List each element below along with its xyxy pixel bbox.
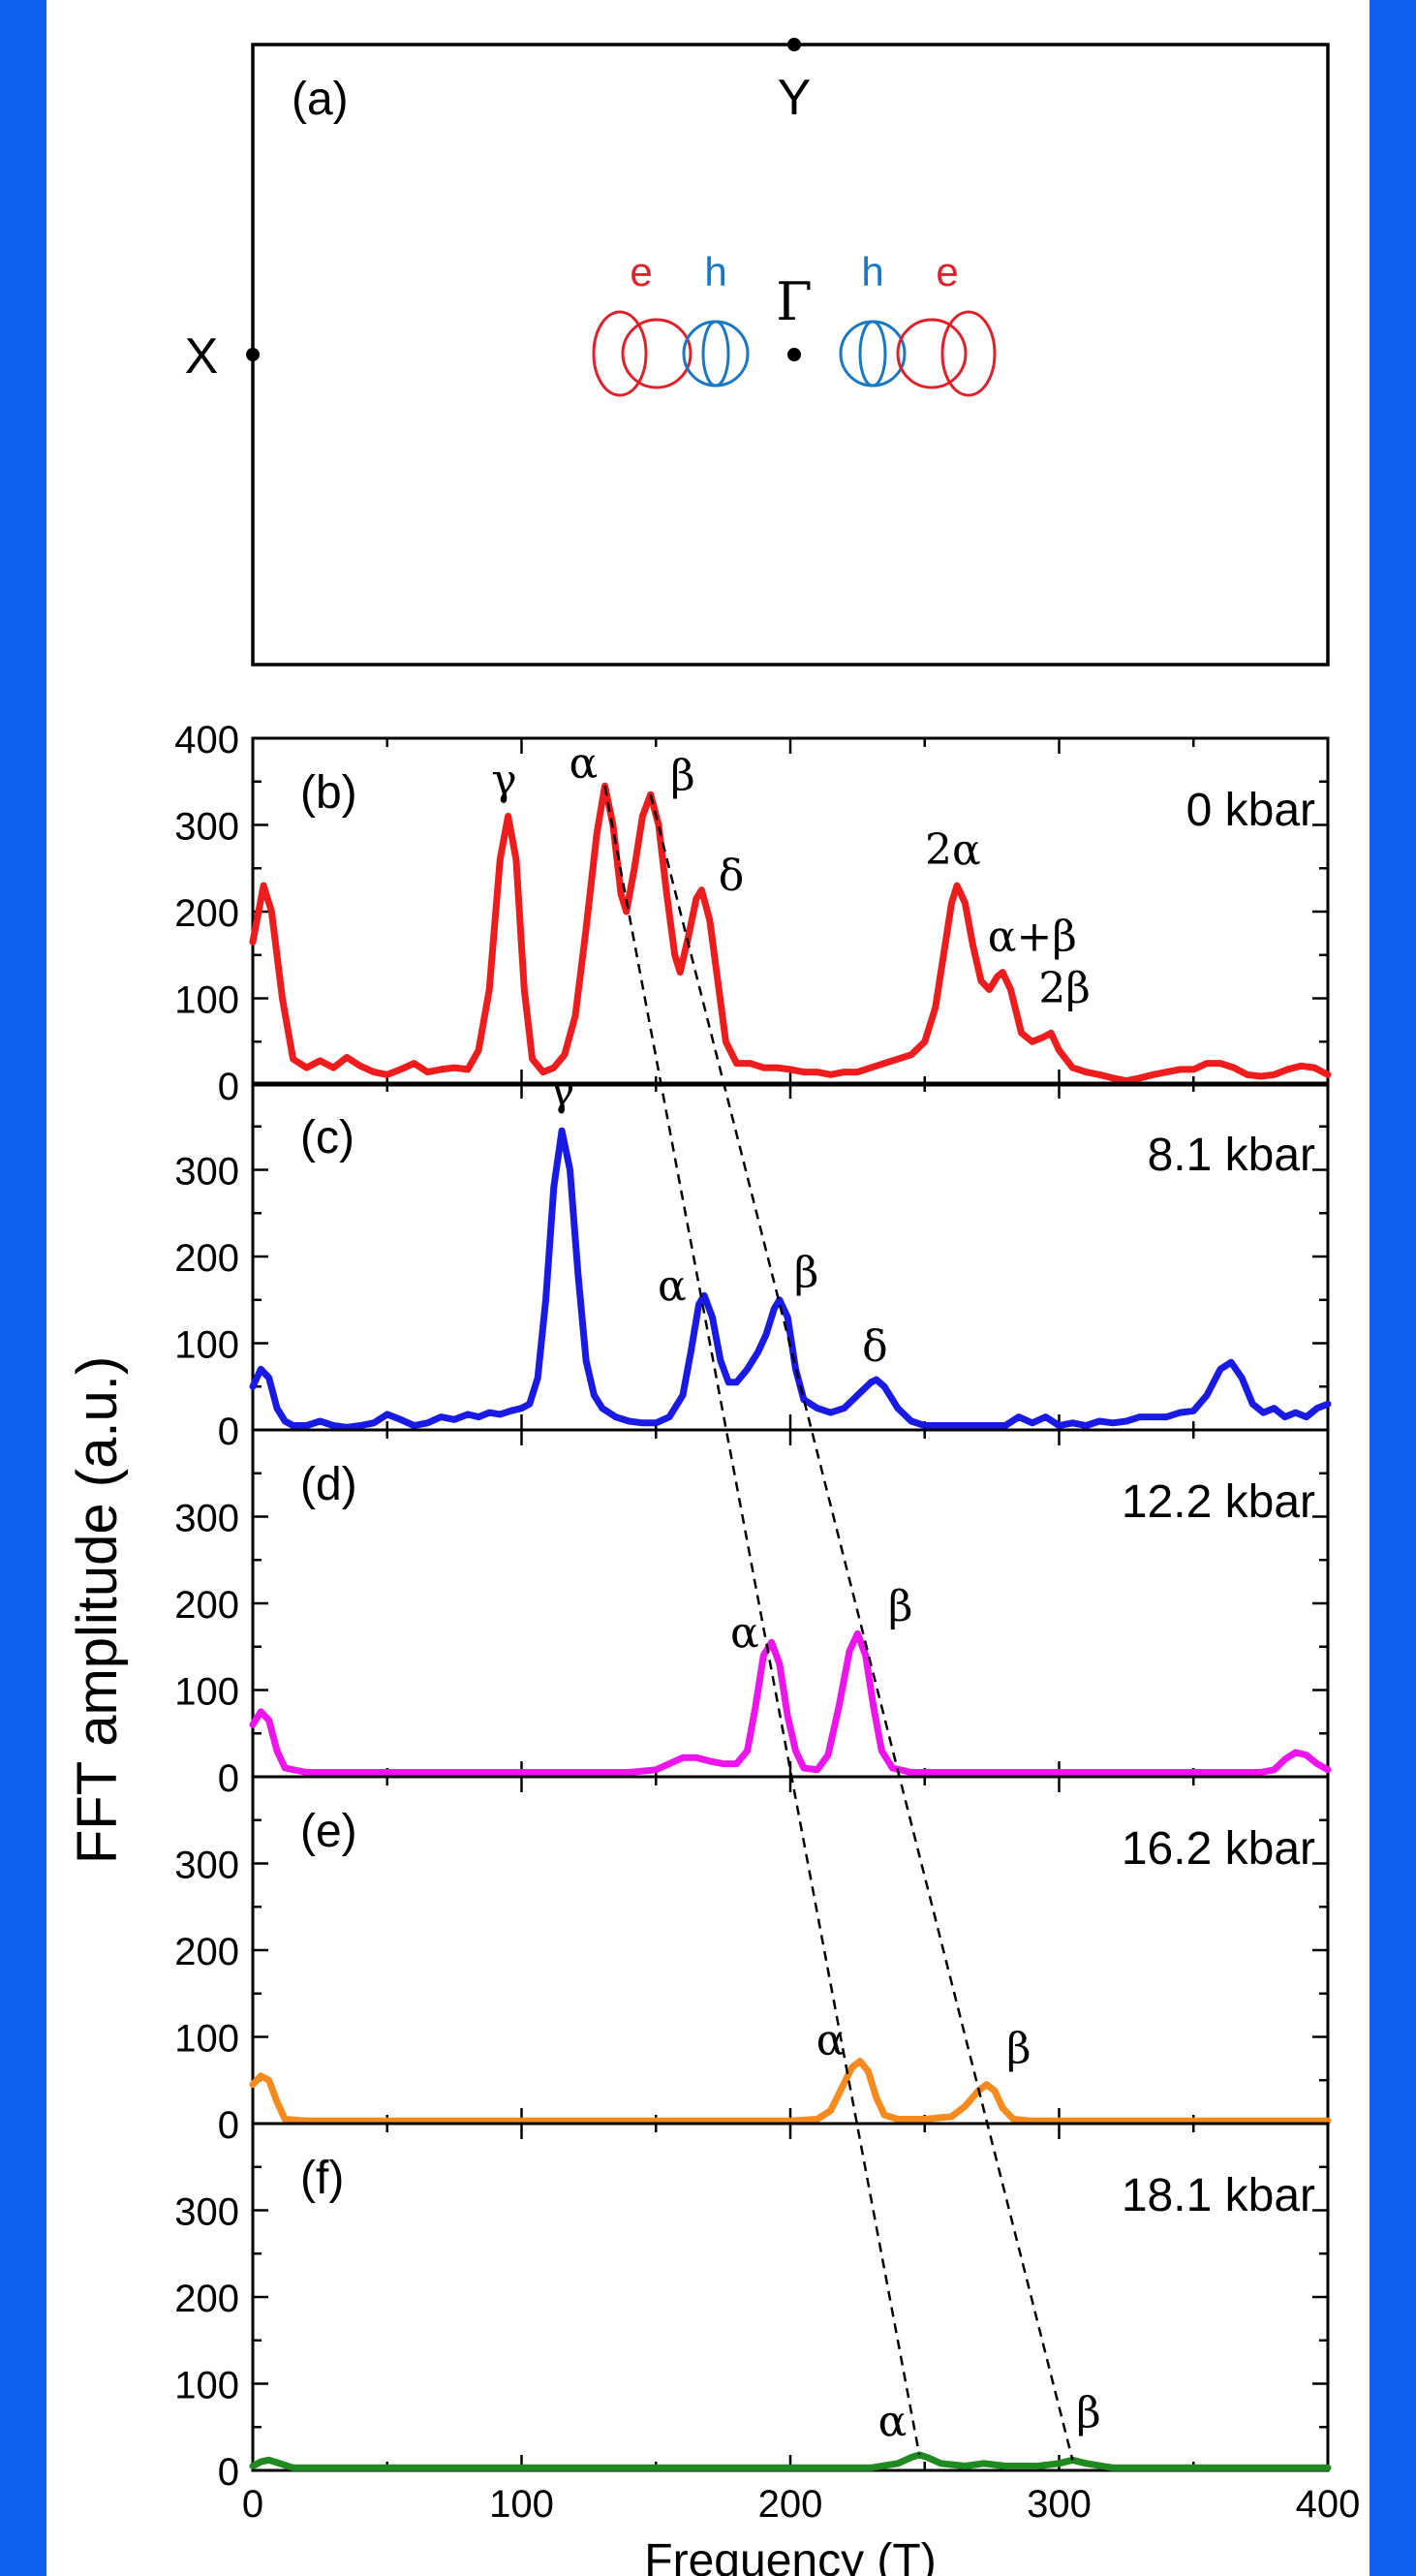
y-tick-label: 200 <box>174 1584 239 1627</box>
fermi-surface-panel: (a) Y X Γ <box>185 38 1330 667</box>
panel-label: (b) <box>300 767 357 819</box>
peak-label: α <box>569 738 598 788</box>
x-point-marker <box>246 348 260 361</box>
y-tick-label: 0 <box>218 1757 239 1800</box>
pressure-label: 0 kbar <box>1186 785 1315 836</box>
peak-label: α <box>816 2015 846 2064</box>
series-line <box>249 2451 1332 2471</box>
x-axis-label: Frequency (T) <box>644 2535 936 2576</box>
peak-label: γ <box>491 756 516 805</box>
spectrum-panel-c: 0 100 200 300 (c) 8.1 kbar <box>174 1081 1332 1453</box>
y-tick-label: 100 <box>174 2018 239 2061</box>
guide-line-beta <box>649 793 1074 2461</box>
y-tick-label: 300 <box>174 1498 239 1540</box>
y-tick-label: 200 <box>174 892 239 935</box>
y-tick-label: 100 <box>174 2365 239 2407</box>
y-tick-label: 300 <box>174 1845 239 1887</box>
panel-a-label: (a) <box>292 74 349 125</box>
panel-label: (f) <box>300 2153 344 2204</box>
panel-frame <box>251 736 1330 1087</box>
y-tick-label: 100 <box>174 979 239 1022</box>
peak-label: β <box>1076 2388 1100 2437</box>
guide-line-alpha <box>603 785 921 2456</box>
y-tick-label: 0 <box>218 2104 239 2147</box>
y-tick-label: 100 <box>174 1324 239 1367</box>
peak-label: β <box>670 752 694 801</box>
gamma-point-label: Γ <box>776 271 812 332</box>
fft-spectra: 0 100 200 300 400 (b) 0 kbar 0 100 200 300 (c) 8.1 k… <box>174 719 1360 2526</box>
electron-label-right: e <box>936 249 958 295</box>
hole-label-left: h <box>704 249 726 295</box>
y-tick-label: 0 <box>218 2451 239 2494</box>
x-tick-label: 0 <box>242 2483 263 2526</box>
y-tick-label: 300 <box>174 2191 239 2234</box>
panel-label: (e) <box>300 1806 357 1857</box>
y-tick-label: 400 <box>174 719 239 761</box>
pressure-label: 18.1 kbar <box>1122 2170 1315 2221</box>
y-point-label: Y <box>778 70 812 126</box>
panel-label: (d) <box>300 1459 357 1510</box>
series-line <box>249 1629 1332 1776</box>
peak-label: 2β <box>1038 964 1090 1013</box>
pressure-label: 8.1 kbar <box>1148 1130 1315 1181</box>
pressure-label: 16.2 kbar <box>1122 1823 1315 1875</box>
peak-label: 2α <box>925 825 981 875</box>
series-line <box>249 2058 1332 2125</box>
peak-label: δ <box>719 852 745 901</box>
series-line <box>249 782 1332 1084</box>
peak-label: β <box>888 1582 912 1631</box>
panel-label: (c) <box>300 1112 354 1164</box>
peak-label: α <box>878 2397 908 2446</box>
hole-pocket-left <box>682 320 750 388</box>
figure-svg: (a) Y X Γ <box>66 38 1360 2576</box>
electron-pocket-right <box>896 310 997 397</box>
peak-label: γ <box>549 1066 574 1115</box>
peak-label: α+β <box>988 912 1077 961</box>
y-tick-label: 200 <box>174 1931 239 1973</box>
hole-label-right: h <box>861 249 883 295</box>
electron-label-left: e <box>630 249 652 295</box>
x-tick-label: 200 <box>758 2483 823 2526</box>
y-tick-label: 0 <box>218 1066 239 1108</box>
y-tick-label: 300 <box>174 806 239 849</box>
y-tick-label: 200 <box>174 2278 239 2320</box>
peak-label: α <box>730 1608 759 1658</box>
figure: (a) Y X Γ <box>46 0 1370 2576</box>
spectrum-panel-e: 0 100 200 300 (e) 16.2 kbar <box>174 1775 1332 2147</box>
peak-label: β <box>1006 2024 1031 2073</box>
x-point-label: X <box>185 328 219 385</box>
gamma-point-marker <box>787 348 801 361</box>
pressure-label: 12.2 kbar <box>1122 1476 1315 1528</box>
y-point-marker <box>787 38 801 51</box>
electron-pocket-left <box>592 310 693 397</box>
y-axis-label: FFT amplitude (a.u.) <box>66 1356 129 1864</box>
spectrum-panel-f: 0 100 200 300 (f) 18.1 kbar <box>174 2122 1332 2494</box>
spectrum-panel-b: 0 100 200 300 400 (b) 0 kbar <box>174 719 1332 1108</box>
x-tick-label: 300 <box>1027 2483 1092 2526</box>
series-line <box>249 1127 1332 1431</box>
peak-label: δ <box>862 1321 888 1371</box>
peak-label: β <box>794 1248 818 1297</box>
hole-pocket-right <box>839 320 907 388</box>
y-tick-label: 0 <box>218 1411 239 1453</box>
y-tick-label: 200 <box>174 1237 239 1280</box>
x-tick-label: 400 <box>1296 2483 1361 2526</box>
y-tick-label: 100 <box>174 1671 239 1714</box>
peak-label: α <box>658 1261 687 1311</box>
y-tick-label: 300 <box>174 1151 239 1194</box>
x-tick-label: 100 <box>489 2483 554 2526</box>
